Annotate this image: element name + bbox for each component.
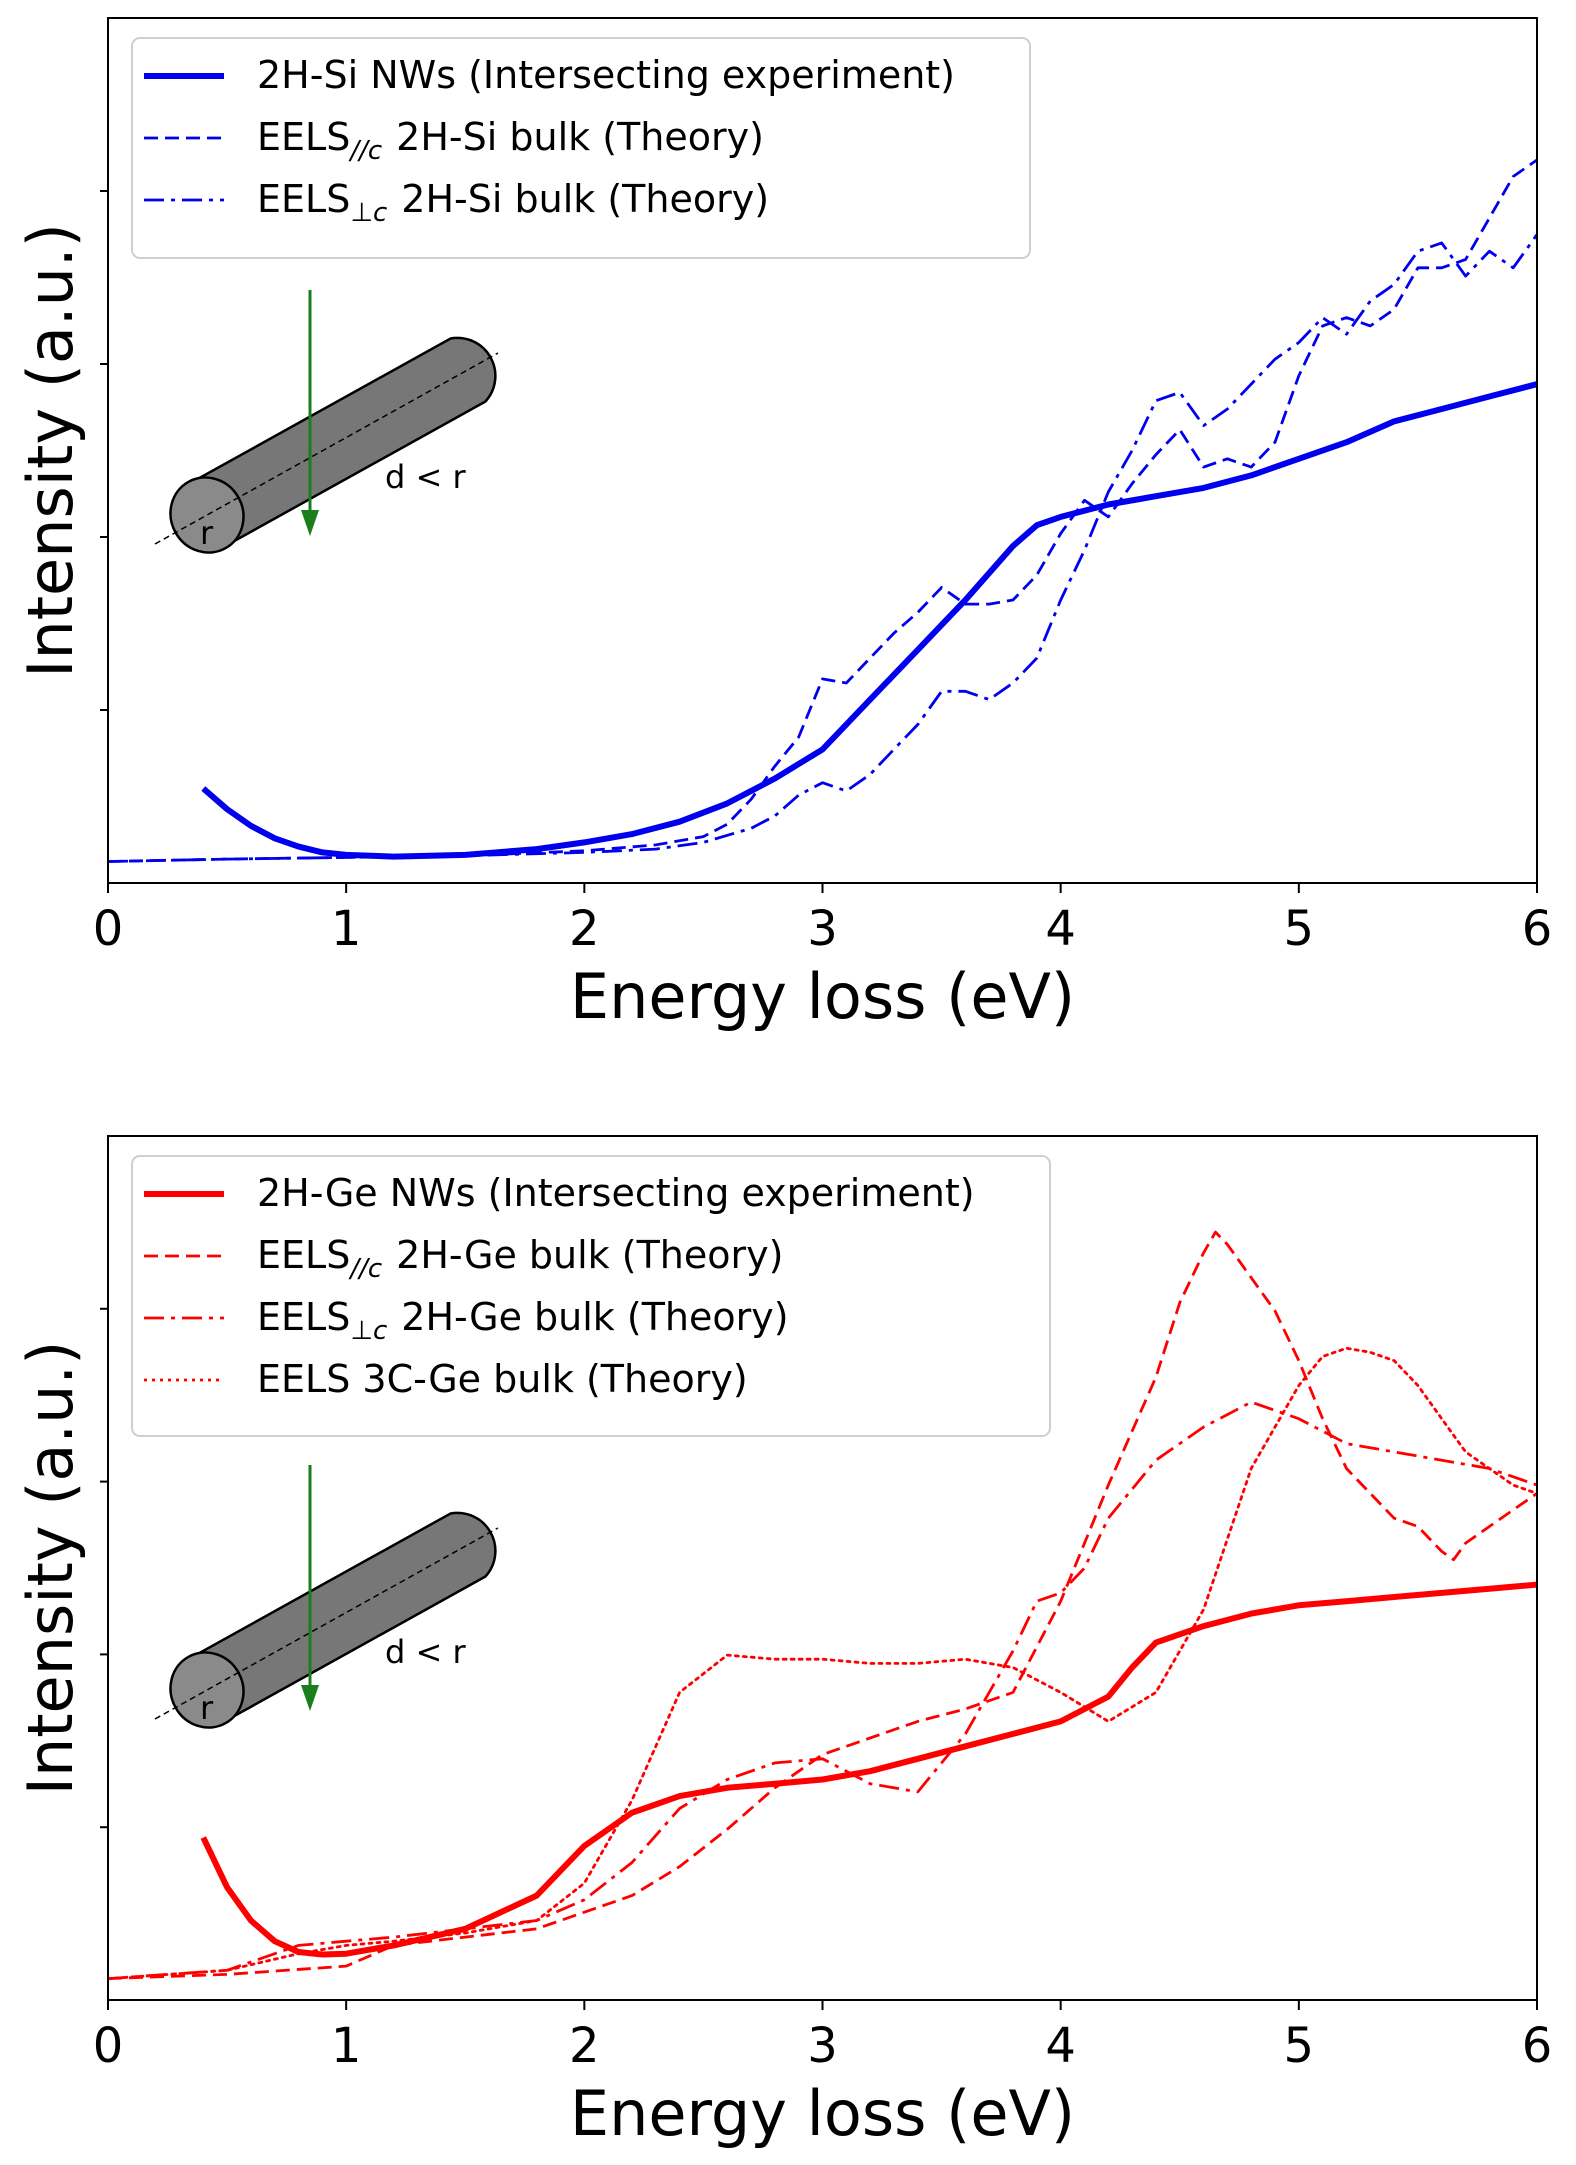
x-tick-label: 5: [1284, 2018, 1315, 2074]
x-tick-label: 4: [1045, 901, 1076, 957]
legend-label-2: EELS//c 2H-Ge bulk (Theory): [257, 1233, 783, 1284]
nanowire-inset: d < r r: [155, 1465, 498, 1741]
x-tick-label: 1: [331, 2018, 362, 2074]
beam-arrowhead-icon: [301, 1685, 319, 1711]
x-tick-label: 2: [569, 2018, 600, 2074]
series-line-3: [108, 235, 1537, 862]
series-line-2: [108, 160, 1537, 862]
beam-arrowhead-icon: [301, 510, 319, 536]
y-axis-title: Intensity (a.u.): [14, 1341, 87, 1796]
x-axis-title: Energy loss (eV): [570, 2077, 1075, 2150]
y-axis-title: Intensity (a.u.): [14, 223, 87, 678]
inset-label-r: r: [200, 514, 214, 552]
x-tick-label: 0: [93, 2018, 124, 2074]
figure: 0 1 2 3 4 5 6 Energy loss (eV) Intensity (a.u.) 2…: [0, 0, 1576, 2165]
inset-label-r: r: [200, 1689, 214, 1727]
x-tick-label: 3: [807, 901, 838, 957]
x-tick-label: 2: [569, 901, 600, 957]
series-line-3: [108, 1402, 1537, 1979]
x-tick-label: 0: [93, 901, 124, 957]
nanowire-inset: d < r r: [155, 290, 498, 566]
legend-label-1: 2H-Ge NWs (Intersecting experiment): [257, 1171, 975, 1215]
legend-label-4: EELS 3C-Ge bulk (Theory): [257, 1357, 748, 1401]
series-line-1: [203, 384, 1537, 856]
x-tick-label: 6: [1522, 901, 1553, 957]
x-tick-label: 4: [1045, 2018, 1076, 2074]
legend-label-3: EELS⊥c 2H-Si bulk (Theory): [257, 177, 769, 228]
x-tick-label: 6: [1522, 2018, 1553, 2074]
x-tick-label: 3: [807, 2018, 838, 2074]
legend-label-2: EELS//c 2H-Si bulk (Theory): [257, 115, 764, 166]
x-tick-label: 5: [1284, 901, 1315, 957]
x-tick-label: 1: [331, 901, 362, 957]
inset-label-d: d < r: [385, 1633, 466, 1671]
legend-label-1: 2H-Si NWs (Intersecting experiment): [257, 53, 955, 97]
chart-panel-1: 0 1 2 3 4 5 6 Energy loss (eV) Intensity (a.u.) 2…: [14, 18, 1552, 1033]
inset-label-d: d < r: [385, 458, 466, 496]
x-axis-title: Energy loss (eV): [570, 960, 1075, 1033]
legend-label-3: EELS⊥c 2H-Ge bulk (Theory): [257, 1295, 789, 1346]
chart-panel-2: 0 1 2 3 4 5 6 Energy loss (eV) Intensity (a.u.) 2…: [14, 1136, 1552, 2150]
